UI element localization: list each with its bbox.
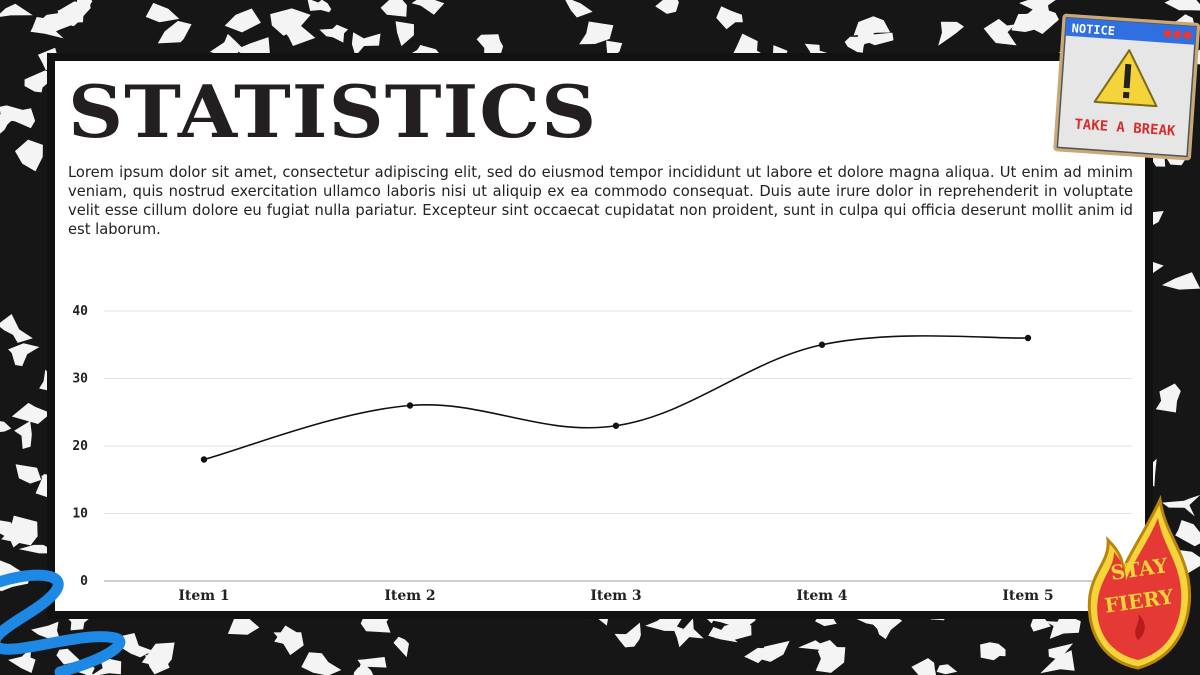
warning-icon-dot (1122, 91, 1130, 99)
window-button-icon (1183, 31, 1192, 40)
window-titlebar (1065, 17, 1197, 45)
stay-fiery-sticker: STAY FIERY (1087, 494, 1192, 670)
window-button-icon (1173, 30, 1182, 39)
y-tick-label: 20 (72, 439, 88, 454)
data-point (612, 422, 620, 429)
body-paragraph: Lorem ipsum dolor sit amet, consectetur … (68, 164, 1133, 238)
line-chart: 0 10 20 30 40 Item 1 Item 2 Item 3 Item 4 Item 5 (72, 304, 1132, 604)
notice-header: NOTICE (1071, 21, 1115, 38)
blue-scribble-decoration (0, 569, 126, 675)
x-category-label: Item 2 (384, 588, 435, 604)
window-button-icon (1163, 29, 1172, 38)
data-point (1024, 334, 1032, 342)
series-line (203, 335, 1029, 461)
notice-sticker: NOTICE TAKE A BREAK (1053, 13, 1200, 161)
data-point (818, 341, 826, 348)
flame-icon (1097, 518, 1182, 660)
y-tick-label: 40 (72, 304, 88, 319)
data-point (200, 456, 208, 463)
x-category-label: Item 3 (590, 588, 641, 604)
page-title: STATISTICS (68, 69, 598, 154)
x-category-label: Item 1 (178, 588, 229, 604)
y-axis-ticks: 0 10 20 30 40 (72, 304, 88, 589)
data-points (200, 334, 1032, 463)
x-category-label: Item 4 (796, 588, 848, 604)
data-point (406, 402, 414, 409)
y-tick-label: 30 (72, 372, 88, 387)
heart-drop-icon (1135, 614, 1145, 640)
x-axis-labels: Item 1 Item 2 Item 3 Item 4 Item 5 (178, 588, 1053, 604)
notice-footer: TAKE A BREAK (1074, 117, 1177, 140)
y-tick-label: 10 (72, 507, 88, 522)
gridlines (104, 310, 1132, 582)
x-category-label: Item 5 (1002, 588, 1053, 604)
y-tick-label: 0 (80, 574, 88, 589)
warning-icon-mark (1123, 63, 1132, 89)
